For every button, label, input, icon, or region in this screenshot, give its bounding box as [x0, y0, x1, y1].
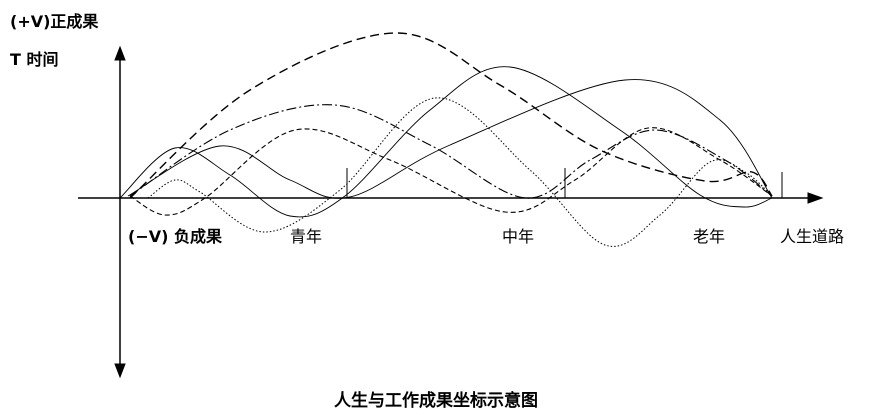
youth-label: 青年: [290, 227, 323, 246]
curve-solid-b: [127, 79, 773, 199]
x-axis-arrow: [807, 192, 824, 204]
life-road-label: 人生道路: [780, 227, 845, 246]
time-label: T 时间: [10, 50, 59, 69]
positive-result-label: (+V)正成果: [10, 12, 99, 31]
diagram-title: 人生与工作成果坐标示意图: [334, 391, 538, 411]
curve-solid-a: [119, 66, 773, 218]
curve-dotted: [147, 97, 773, 247]
curve-short-dash: [129, 127, 773, 216]
negative-result-label: (−V) 负成果: [128, 227, 222, 246]
old-age-label: 老年: [693, 227, 726, 246]
middle-age-label: 中年: [502, 227, 535, 246]
y-axis-arrow-up: [114, 45, 126, 61]
y-axis-arrow-down: [114, 363, 126, 379]
curve-dash-dot: [129, 104, 773, 199]
curve-long-dash: [129, 32, 773, 199]
